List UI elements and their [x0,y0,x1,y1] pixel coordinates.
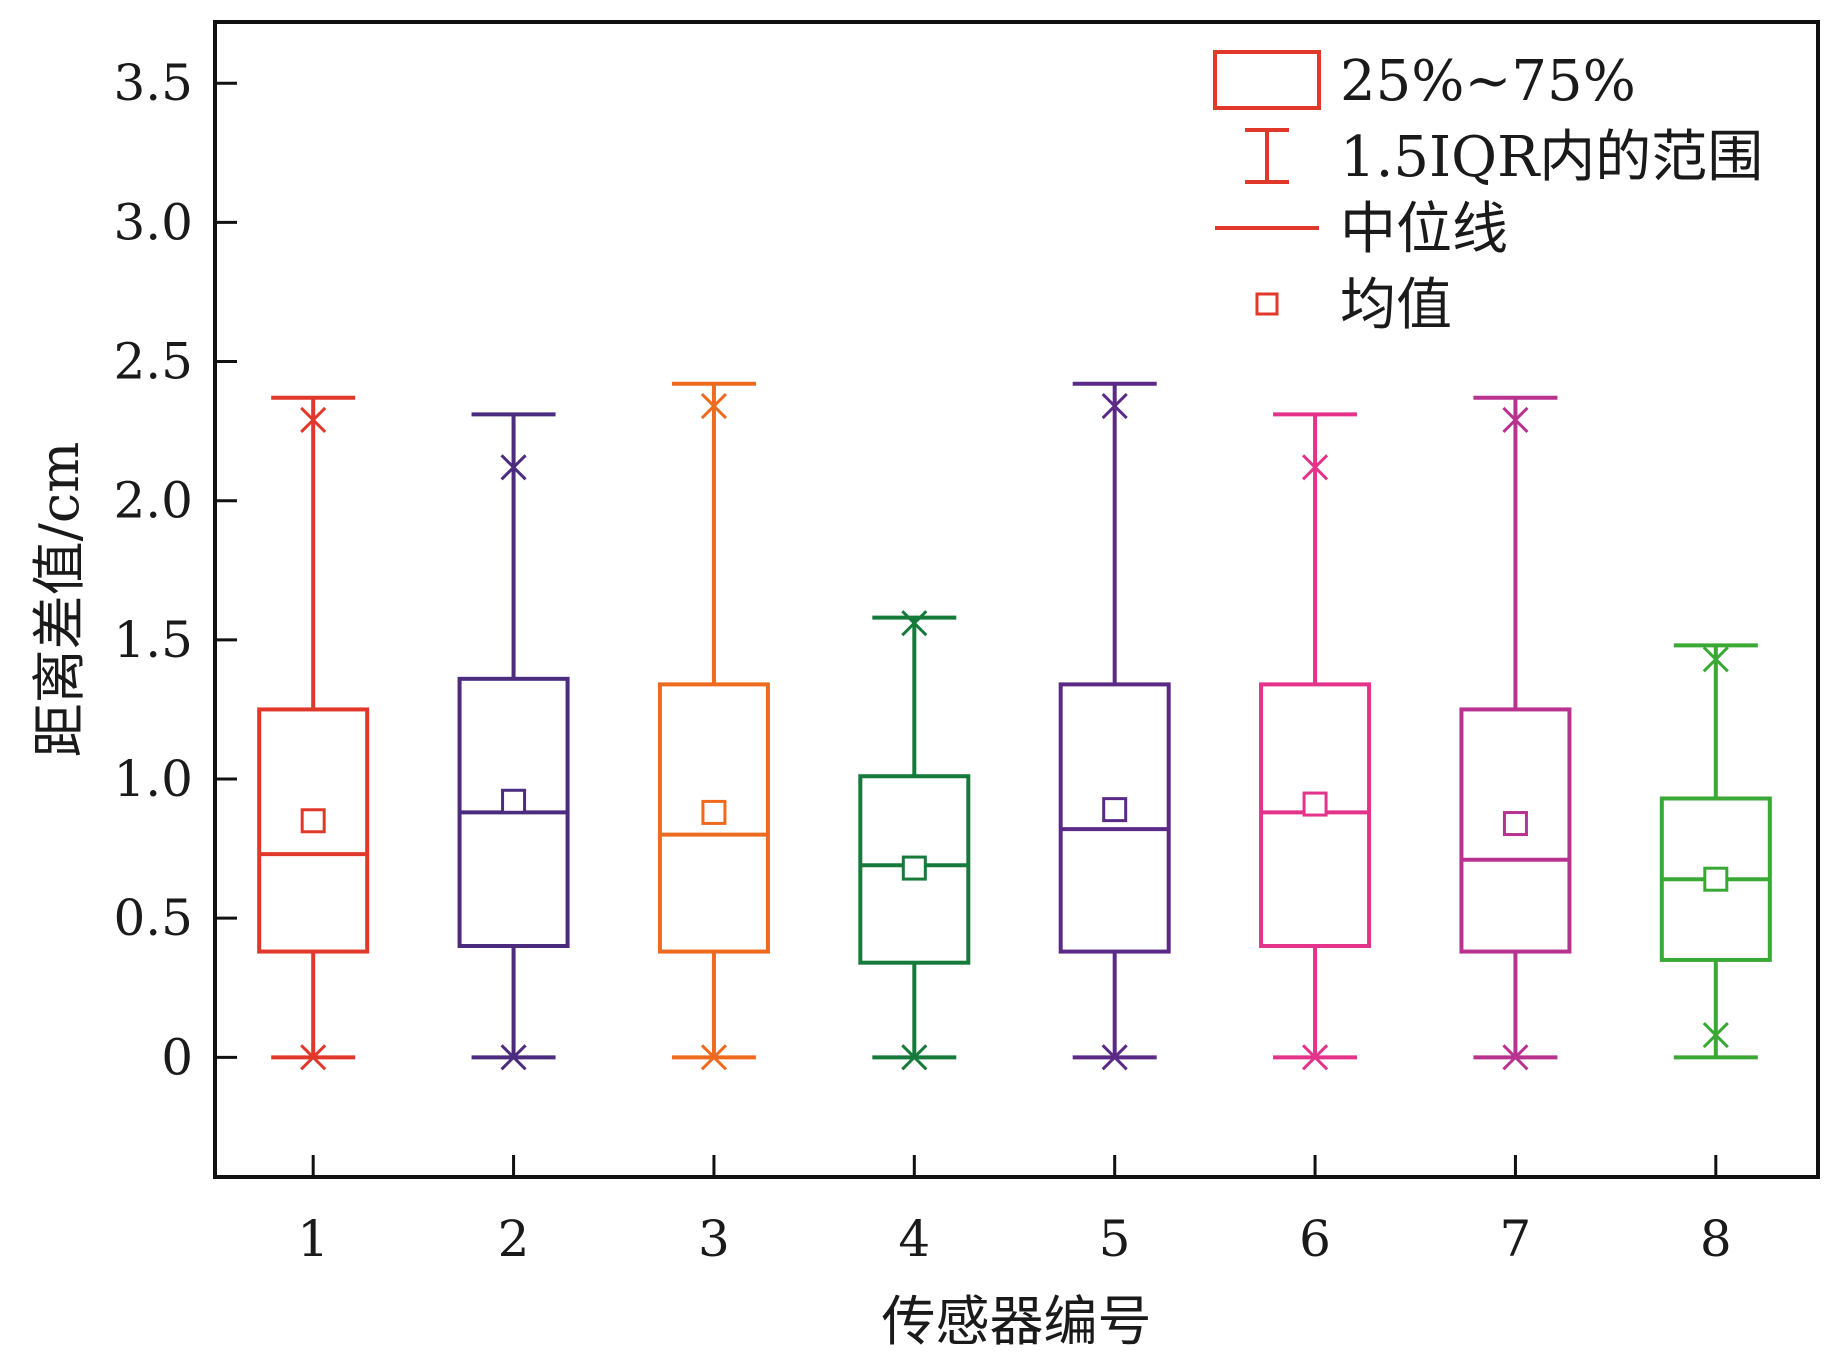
y-tick-label: 2.0 [113,472,193,530]
mean-marker [1502,811,1528,837]
x-tick-label: 8 [1700,1210,1732,1268]
max-marker-stroke-b [700,393,727,420]
mean-marker [901,855,927,881]
legend-mean-symbol [1255,292,1279,316]
iqr-box [858,774,971,965]
box-group-sensor-8 [1659,643,1772,1060]
x-tick-label: 4 [898,1210,930,1268]
mean-marker [701,799,727,825]
box-group-sensor-3 [657,381,770,1071]
legend-label: 1.5IQR内的范围 [1340,125,1763,190]
x-tick-label: 6 [1299,1210,1331,1268]
x-axis: 1 2 3 4 5 6 7 8 [297,1155,1732,1268]
max-marker-stroke-b [1502,406,1529,434]
min-marker-stroke-b [1302,1044,1329,1071]
x-tick-label: 5 [1099,1210,1131,1268]
max-marker-stroke-b [500,454,527,481]
y-tick-label: 0.5 [113,889,193,947]
mean-marker [300,808,326,834]
max-marker-stroke-b [1702,646,1729,673]
min-marker-stroke-b [700,1044,727,1071]
box-group-sensor-1 [257,395,370,1071]
y-tick-label: 3.5 [113,54,193,112]
x-tick-label: 2 [498,1210,530,1268]
mean-marker [1102,797,1128,823]
legend-label: 中位线 [1340,197,1508,262]
min-marker-stroke-b [901,1044,928,1071]
x-tick-label: 7 [1500,1210,1532,1268]
y-tick-label: 3.0 [113,193,193,251]
x-axis-title: 传感器编号 [882,1290,1152,1353]
y-tick-label: 1.5 [113,611,193,669]
legend-item-box: 25%~75% [1213,49,1636,114]
box-group-sensor-4 [858,610,971,1071]
max-marker-stroke-b [1101,393,1128,420]
legend-item-mean: 均值 [1255,273,1452,338]
iqr-box [1058,682,1171,954]
max-marker-stroke-b [300,406,327,434]
mean-marker [1302,791,1328,817]
iqr-box [1459,707,1572,954]
box-group-sensor-2 [457,412,570,1071]
plot-frame [213,20,1820,1179]
legend-item-whisker: 1.5IQR内的范围 [1245,125,1763,190]
min-marker-stroke-b [500,1044,527,1071]
mean-marker [501,788,527,814]
box-group-sensor-7 [1459,395,1572,1071]
y-axis-title: 距离差值/cm [28,442,91,758]
mean-marker [1703,866,1729,892]
min-marker-stroke-b [1502,1044,1529,1071]
x-tick-label: 1 [297,1210,329,1268]
box-group-sensor-5 [1058,381,1171,1071]
legend-box-symbol [1213,50,1321,110]
y-tick-label: 2.5 [113,333,193,391]
iqr-box [657,682,770,954]
iqr-box [257,707,370,954]
x-tick-label: 3 [698,1210,730,1268]
y-tick-label: 1.0 [113,750,193,808]
max-marker-stroke-b [1302,454,1329,481]
box-group-sensor-6 [1259,412,1372,1071]
iqr-box [1259,682,1372,949]
min-marker-stroke-b [1702,1021,1729,1049]
max-marker-stroke-b [901,610,928,637]
legend-item-median: 中位线 [1215,197,1508,262]
y-tick-label: 0 [161,1028,193,1086]
min-marker-stroke-b [1101,1044,1128,1071]
legend-label: 均值 [1340,273,1452,338]
min-marker-stroke-b [300,1044,327,1071]
box-series [257,381,1772,1071]
y-axis: 0 0.5 1.0 1.5 2.0 2.5 3.0 3.5 [113,54,237,1086]
legend-label: 25%~75% [1340,49,1636,114]
